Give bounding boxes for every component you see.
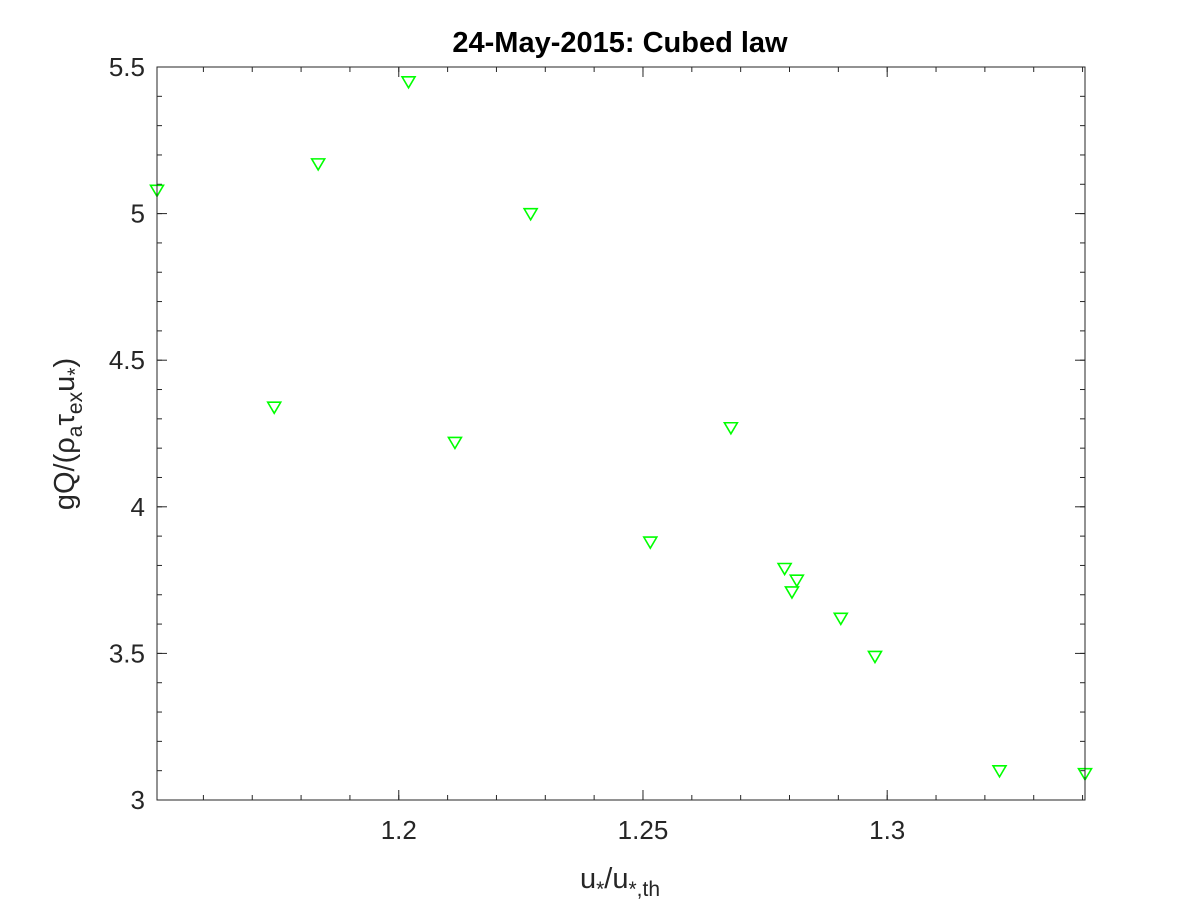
data-point-marker xyxy=(722,421,739,436)
y-tick-label: 3.5 xyxy=(109,638,145,668)
data-point-marker xyxy=(447,436,463,451)
data-point-marker xyxy=(867,650,883,665)
minor-ticks xyxy=(157,66,1085,801)
x-tick-label: 1.25 xyxy=(618,815,669,845)
major-ticks xyxy=(157,66,1085,801)
tick-labels: 1.2 1.25 1.3 3 3.5 4 4.5 5 5.5 xyxy=(109,52,905,845)
x-axis-label-sub1: * xyxy=(596,878,604,900)
data-point-marker xyxy=(784,586,800,600)
x-axis-label: u*/u*,th xyxy=(580,863,660,900)
data-markers xyxy=(149,75,1093,782)
y-axis-label-tau: τ xyxy=(49,414,81,426)
y-tick-label: 4 xyxy=(131,492,145,522)
y-axis-label-sub-a: a xyxy=(64,425,87,437)
y-axis-label-sub-ex: ex xyxy=(64,391,87,414)
data-point-marker xyxy=(310,158,327,172)
y-axis-label-p1: gQ/( xyxy=(49,453,81,510)
y-tick-label: 5.5 xyxy=(109,52,145,82)
y-tick-label: 4.5 xyxy=(109,345,145,375)
y-axis-label-p3: ) xyxy=(49,358,81,368)
x-axis-label-sub2: *,th xyxy=(628,878,660,900)
data-point-marker xyxy=(522,207,539,222)
y-axis-label: gQ/(ρaτexu*) xyxy=(49,358,87,510)
x-axis-label-base: u xyxy=(580,863,596,895)
data-point-marker xyxy=(642,536,659,550)
data-point-marker xyxy=(776,562,793,577)
x-axis-label-mid: /u xyxy=(604,863,628,895)
data-point-marker xyxy=(788,574,805,588)
y-tick-label: 3 xyxy=(131,785,145,815)
plot-area-border xyxy=(156,66,1086,801)
y-axis-label-rho: ρ xyxy=(49,437,81,454)
y-tick-label: 5 xyxy=(131,199,145,229)
y-axis-label-p2: u xyxy=(49,376,81,392)
y-axis-label-sub-star: * xyxy=(64,368,87,376)
data-point-marker xyxy=(400,75,417,90)
chart-title: 24-May-2015: Cubed law xyxy=(452,27,788,59)
data-point-marker xyxy=(266,401,283,415)
x-tick-label: 1.2 xyxy=(381,815,417,845)
data-point-marker xyxy=(832,612,849,626)
x-tick-label: 1.3 xyxy=(869,815,905,845)
data-point-marker xyxy=(991,765,1008,779)
